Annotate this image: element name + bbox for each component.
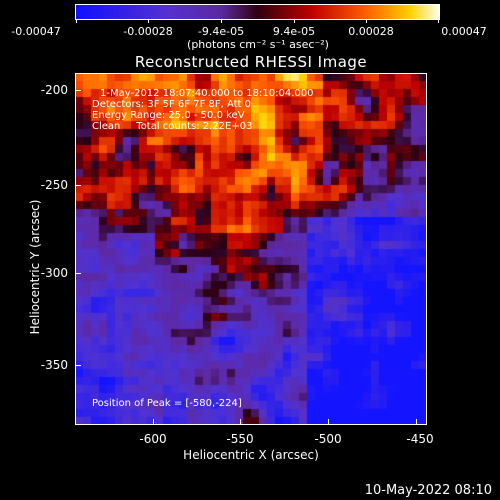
y-tick-mark [75,185,81,186]
x-tick-label: -500 [314,432,342,446]
energy-range-text: Energy Range: 25.0 - 50.0 keV [92,110,245,121]
time-range-text: 1-May-2012 18:07:40.000 to 18:10:04.000 [100,88,314,99]
footer-timestamp: 10-May-2022 08:10 [364,483,492,498]
colorbar-tick-label: -0.00047 [11,25,61,38]
x-axis-label: Heliocentric X (arcsec) [183,448,319,462]
x-tick-mark [240,419,241,425]
y-tick-mark [75,365,81,366]
image-title: Reconstructed RHESSI Image [134,53,368,71]
y-tick-label: -200 [40,83,68,97]
x-tick-label: -600 [139,432,167,446]
colorbar-tick-mark [366,19,367,23]
colorbar-tick-mark [221,19,222,23]
x-tick-mark [328,419,329,425]
x-tick-mark [416,419,417,425]
colorbar-tick-mark [76,19,77,23]
y-tick-label: -300 [40,266,68,280]
colorbar-tick-label: 0.00047 [441,25,487,38]
x-tick-label: -550 [226,432,254,446]
x-tick-label: -450 [406,432,434,446]
detectors-text: Detectors: 3F 5F 6F 7F 8F, Att 0 [92,99,252,110]
counts-text: Clean Total counts: 2.22E+03 [92,121,253,132]
colorbar-tick-mark [148,19,149,23]
y-tick-label: -250 [40,178,68,192]
colorbar-tick-mark [294,19,295,23]
x-tick-mark [153,419,154,425]
y-tick-label: -350 [40,358,68,372]
colorbar [75,4,440,20]
y-tick-mark [75,90,81,91]
y-axis-label: Heliocentric Y (arcsec) [28,199,42,335]
colorbar-tick-label: 0.00028 [348,25,394,38]
rhessi-image [75,73,427,425]
y-tick-mark [75,273,81,274]
colorbar-tick-label: -0.00028 [123,25,173,38]
colorbar-tick-mark [438,19,439,23]
colorbar-unit: (photons cm⁻² s⁻¹ asec⁻²) [187,38,329,51]
colorbar-tick-label: -9.4e-05 [197,25,245,38]
colorbar-tick-label: 9.4e-05 [272,25,316,38]
peak-position-text: Position of Peak = [-580,-224] [92,398,242,409]
